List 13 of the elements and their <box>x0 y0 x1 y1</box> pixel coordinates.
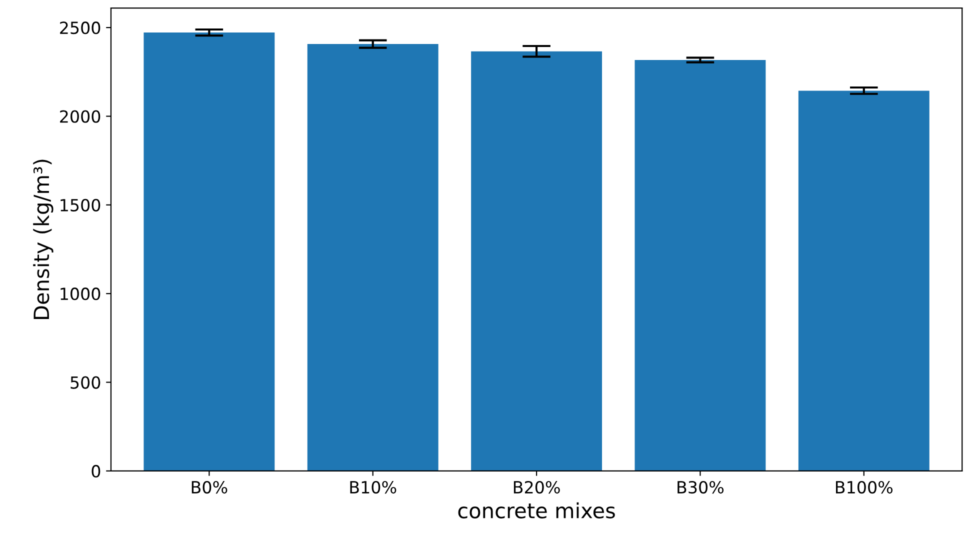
x-tick-label: B100% <box>836 480 893 494</box>
y-tick-label: 500 <box>70 376 100 389</box>
y-tick-label: 1500 <box>60 198 100 212</box>
x-tick-label: B0% <box>192 480 228 494</box>
y-tick-label: 0 <box>92 464 100 478</box>
y-tick-label: 2500 <box>60 22 100 34</box>
x-tick-label: B10% <box>350 480 396 494</box>
x-axis-title: concrete mixes <box>458 502 615 518</box>
y-tick-label: 2000 <box>60 110 100 123</box>
y-axis-title: Density (kg/m³) <box>33 160 54 319</box>
x-tick-label: B20% <box>514 480 560 494</box>
x-tick-label: B30% <box>678 480 724 494</box>
y-tick-label: 1000 <box>60 288 100 300</box>
